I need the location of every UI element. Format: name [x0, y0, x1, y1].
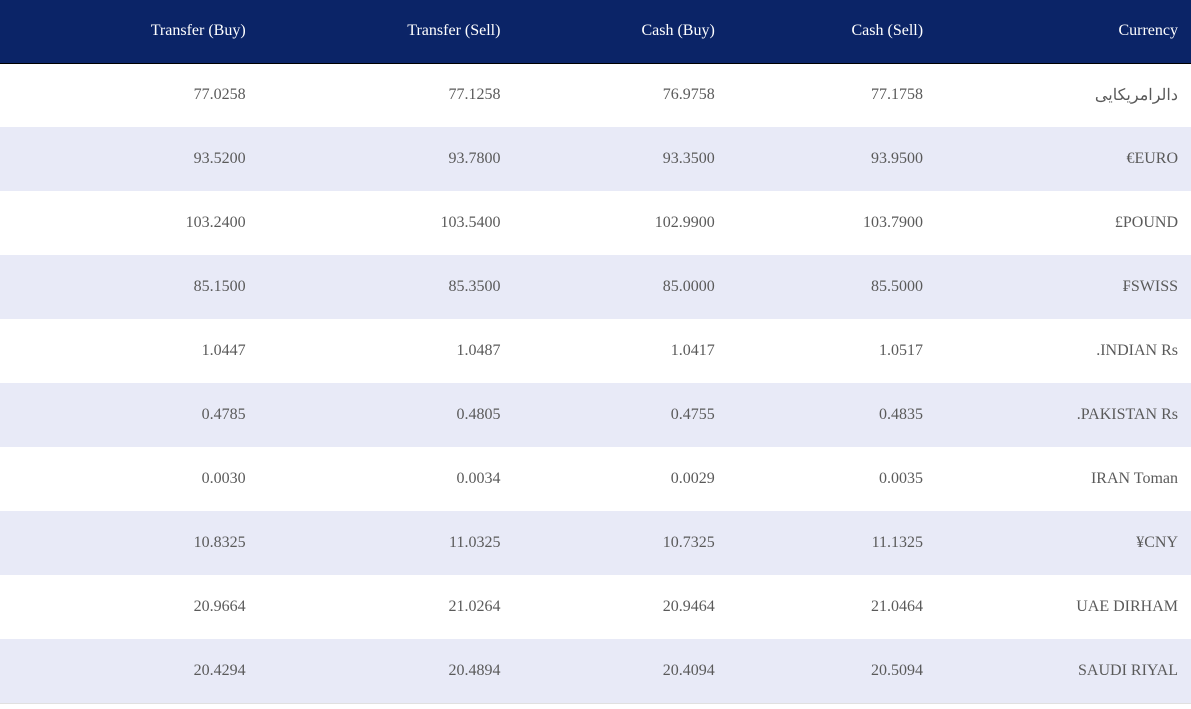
transfer-sell-cell: 0.4805: [245, 383, 501, 447]
cash-sell-cell: 85.5000: [714, 255, 924, 319]
transfer-sell-cell: 1.0487: [456, 342, 501, 359]
header-row: Transfer (Buy) Transfer (Sell) Cash (Buy…: [0, 0, 1191, 64]
transfer-sell-cell: 21.0264: [448, 598, 501, 615]
cash-sell-cell: 11.1325: [714, 511, 924, 575]
table-row: 1.0447 1.0487 1.0417 1.0517 .INDIAN Rs: [0, 319, 1191, 383]
table-row: 93.5200 93.7800 93.3500 93.9500 €EURO: [0, 127, 1191, 191]
transfer-buy-cell: 0.4785: [0, 383, 246, 447]
transfer-sell-cell: 103.5400: [440, 214, 501, 231]
transfer-sell-cell: 93.7800: [245, 127, 501, 191]
table-row: 0.0030 0.0034 0.0029 0.0035 IRAN Toman: [0, 447, 1191, 511]
cash-buy-cell: 85.0000: [500, 255, 715, 319]
cash-buy-cell: 20.9464: [662, 598, 715, 615]
table-body: 77.0258 77.1258 76.9758 77.1758 دالرامریکایی…: [0, 63, 1191, 704]
currency-cell: SAUDI RIYAL: [923, 639, 1191, 704]
cash-buy-cell: 10.7325: [500, 511, 715, 575]
currency-cell: ₣SWISS: [923, 255, 1191, 319]
table-row: 85.1500 85.3500 85.0000 85.5000 ₣SWISS: [0, 255, 1191, 319]
cash-buy-cell: 102.9900: [654, 214, 715, 231]
currency-cell: .INDIAN Rs: [1096, 342, 1178, 359]
transfer-sell-cell: 77.1258: [448, 86, 501, 104]
header-currency: Currency: [923, 0, 1191, 64]
table-row: 20.4294 20.4894 20.4094 20.5094 SAUDI RIYAL: [0, 639, 1191, 704]
transfer-buy-cell: 93.5200: [0, 127, 246, 191]
cash-buy-cell: 1.0417: [670, 342, 715, 359]
cash-sell-cell: 1.0517: [879, 342, 924, 359]
transfer-buy-cell: 85.1500: [0, 255, 246, 319]
cash-sell-cell: 77.1758: [871, 86, 924, 104]
currency-cell: دالرامریکایی: [1094, 87, 1178, 105]
header-cash-sell: Cash (Sell): [714, 0, 924, 64]
cash-sell-cell: 21.0464: [871, 598, 924, 615]
cash-buy-cell: 20.4094: [500, 639, 715, 704]
header-transfer-buy: Transfer (Buy): [0, 0, 246, 64]
table-row: 10.8325 11.0325 10.7325 11.1325 ¥CNY: [0, 511, 1191, 575]
cash-buy-cell: 0.4755: [500, 383, 715, 447]
currency-cell: .PAKISTAN Rs: [923, 383, 1191, 447]
cash-buy-cell: 0.0029: [670, 470, 715, 487]
cash-sell-cell: 20.5094: [714, 639, 924, 704]
table-row: 20.9664 21.0264 20.9464 21.0464 UAE DIRHAM: [0, 575, 1191, 639]
cash-buy-cell: 76.9758: [662, 86, 715, 104]
table-header: Transfer (Buy) Transfer (Sell) Cash (Buy…: [0, 0, 1191, 64]
currency-cell: IRAN Toman: [1090, 470, 1178, 487]
transfer-buy-cell: 20.4294: [0, 639, 246, 704]
cash-buy-cell: 93.3500: [500, 127, 715, 191]
table-row: 0.4785 0.4805 0.4755 0.4835 .PAKISTAN Rs: [0, 383, 1191, 447]
table-row: 77.0258 77.1258 76.9758 77.1758 دالرامریکایی: [0, 63, 1191, 127]
transfer-buy-cell: 1.0447: [201, 342, 246, 359]
currency-cell: £POUND: [1114, 214, 1178, 231]
transfer-sell-cell: 85.3500: [245, 255, 501, 319]
cash-sell-cell: 0.4835: [714, 383, 924, 447]
header-transfer-sell: Transfer (Sell): [245, 0, 501, 64]
transfer-buy-cell: 103.2400: [185, 214, 246, 231]
transfer-buy-cell: 77.0258: [193, 86, 246, 104]
cash-sell-cell: 93.9500: [714, 127, 924, 191]
cash-sell-cell: 103.7900: [863, 214, 924, 231]
cash-sell-cell: 0.0035: [879, 470, 924, 487]
currency-cell: UAE DIRHAM: [1076, 598, 1178, 615]
header-cash-buy: Cash (Buy): [500, 0, 715, 64]
transfer-buy-cell: 0.0030: [201, 470, 246, 487]
transfer-sell-cell: 20.4894: [245, 639, 501, 704]
currency-cell: ¥CNY: [923, 511, 1191, 575]
table-row: 103.2400 103.5400 102.9900 103.7900 £POUND: [0, 191, 1191, 255]
transfer-buy-cell: 20.9664: [193, 598, 246, 615]
transfer-sell-cell: 11.0325: [245, 511, 501, 575]
currency-cell: €EURO: [923, 127, 1191, 191]
transfer-buy-cell: 10.8325: [0, 511, 246, 575]
transfer-sell-cell: 0.0034: [456, 470, 501, 487]
